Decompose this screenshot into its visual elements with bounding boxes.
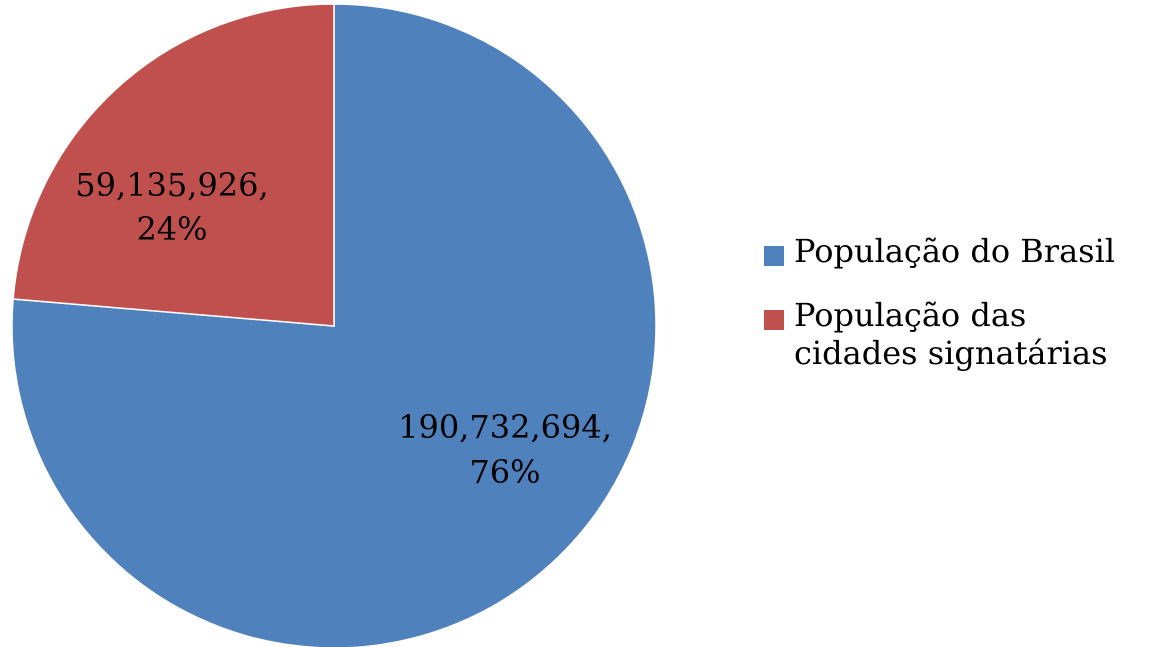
legend-label-brasil: População do Brasil [794, 232, 1116, 270]
data-label-cidades-percent: 24% [136, 210, 207, 248]
pie-slice-cidades [12, 3, 335, 327]
data-label-brasil-percent: 76% [469, 453, 540, 491]
pie-chart: 190,732,694, 76% 59,135,926, 24% [11, 3, 657, 647]
pie-slices [11, 3, 657, 647]
legend-item-brasil: População do Brasil [764, 232, 1144, 270]
data-label-brasil-value: 190,732,694, [398, 408, 612, 446]
data-label-cidades-value: 59,135,926, [75, 166, 268, 204]
legend-label-cidades: População das cidades signatárias [794, 296, 1108, 372]
legend-item-cidades: População das cidades signatárias [764, 296, 1144, 372]
chart-legend: População do Brasil População das cidade… [764, 232, 1144, 398]
legend-swatch-cidades [764, 310, 784, 330]
legend-swatch-brasil [764, 246, 784, 266]
